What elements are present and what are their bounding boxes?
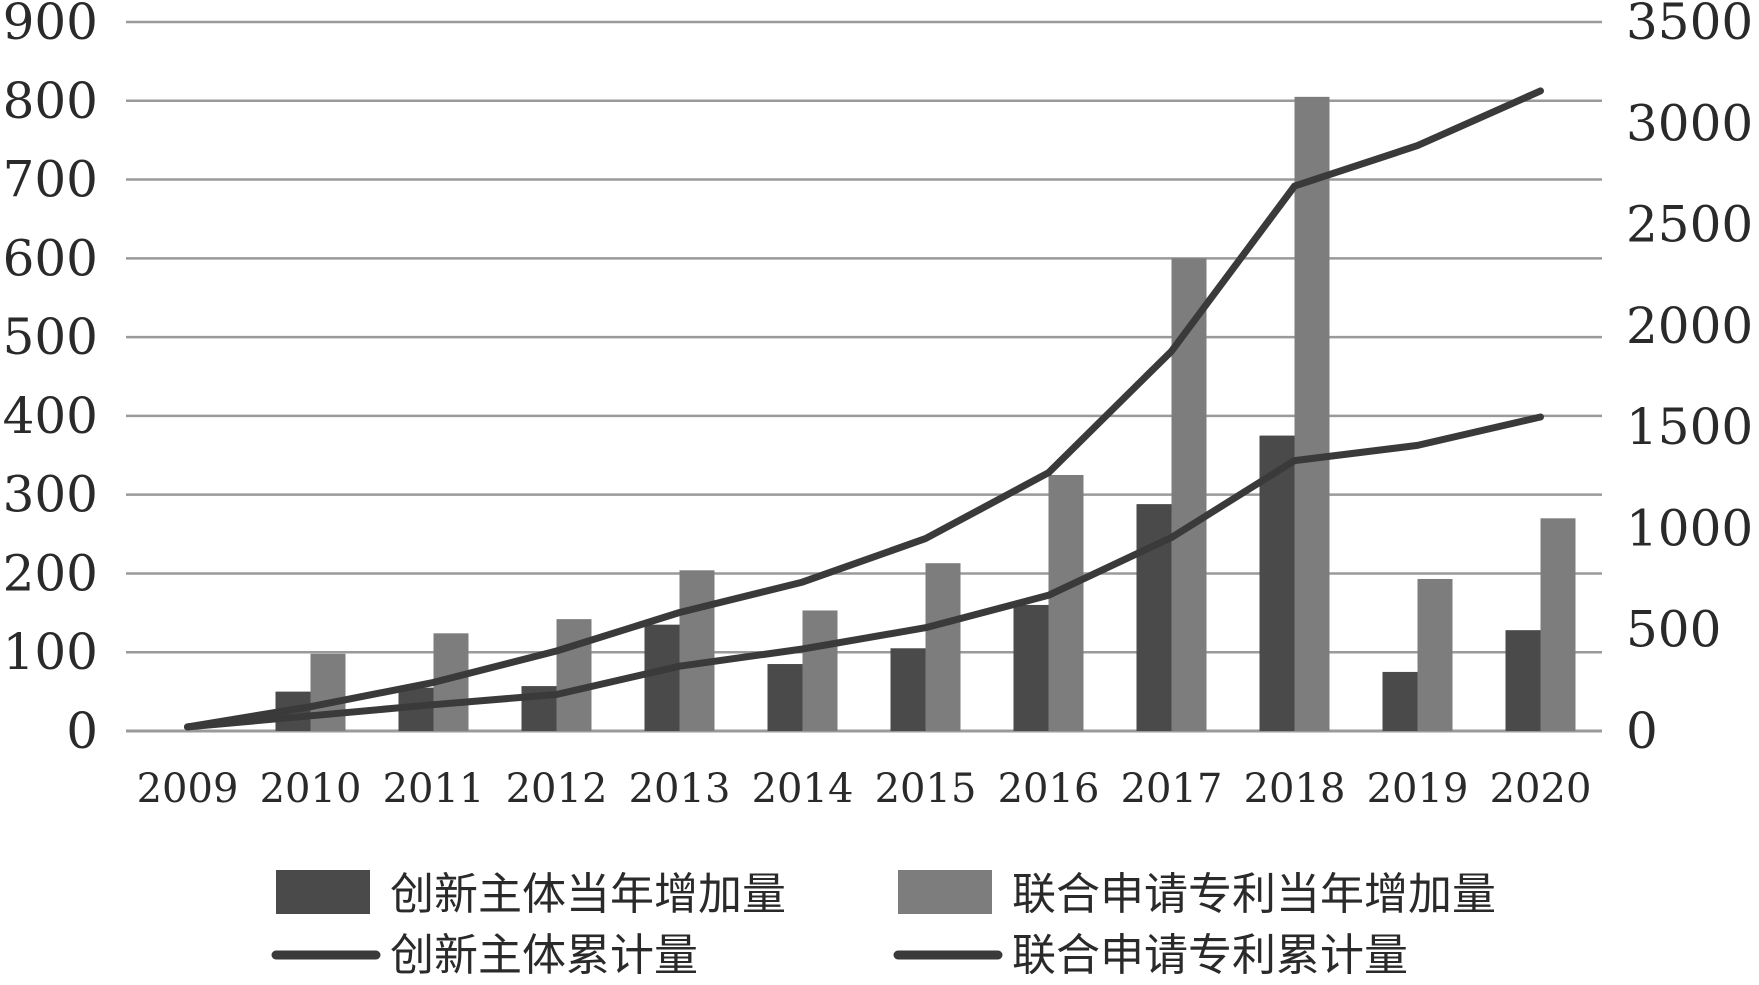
bar-innovation-increment — [767, 664, 803, 731]
right-axis-tick-label: 2500 — [1626, 196, 1753, 254]
legend: 创新主体当年增加量 联合申请专利当年增加量 创新主体累计量 联合申请专利累计量 — [271, 869, 1496, 981]
x-axis-tick-label: 2019 — [1367, 766, 1469, 812]
line-innovation-cumulative — [184, 413, 1544, 731]
bar-innovation-increment — [1013, 604, 1049, 731]
right-axis-tick-label: 2000 — [1626, 297, 1753, 355]
legend-label-bar-2: 联合申请专利当年增加量 — [1012, 869, 1496, 920]
left-axis-tick-label: 600 — [3, 229, 98, 287]
bar-patent-increment — [1171, 258, 1207, 731]
line-patent-cumulative — [184, 87, 1544, 731]
left-axis-tick-label: 0 — [66, 702, 98, 760]
right-axis-tick-label: 1000 — [1626, 499, 1753, 557]
left-axis-tick-label: 700 — [3, 151, 98, 209]
left-axis-tick-label: 100 — [3, 623, 98, 681]
x-axis-ticks: 2009 2010 2011 2012 2013 2014 2015 2016 2017 2018… — [137, 766, 1592, 812]
bar-patent-increment — [1294, 96, 1330, 732]
x-axis-tick-label: 2014 — [752, 766, 854, 812]
x-axis-tick-label: 2016 — [998, 766, 1100, 812]
bar-patent-increment — [925, 563, 961, 731]
right-axis-tick-label: 0 — [1626, 702, 1658, 760]
x-axis-tick-label: 2013 — [629, 766, 731, 812]
x-axis-tick-label: 2010 — [260, 766, 362, 812]
legend-swatch-bar-2 — [898, 870, 992, 914]
left-axis-tick-label: 200 — [3, 544, 98, 602]
bar-patent-increment — [802, 610, 838, 731]
left-axis-tick-label: 300 — [3, 466, 98, 524]
legend-label-line-1: 创新主体累计量 — [390, 930, 698, 980]
bar-patent-increment — [679, 570, 715, 731]
bar-innovation-increment — [1382, 671, 1418, 731]
right-axis-tick-label: 500 — [1626, 601, 1721, 659]
x-axis-tick-label: 2020 — [1490, 766, 1592, 812]
right-axis-tick-label: 1500 — [1626, 398, 1753, 456]
right-axis-tick-label: 3500 — [1626, 0, 1753, 51]
bar-patent-increment — [556, 619, 592, 731]
bar-patent-increment — [1048, 474, 1084, 731]
lines — [184, 87, 1544, 731]
x-axis-tick-label: 2009 — [137, 766, 239, 812]
legend-swatch-bar-1 — [276, 870, 370, 914]
x-axis-tick-label: 2015 — [875, 766, 977, 812]
x-axis-tick-label: 2011 — [383, 766, 485, 812]
bar-patent-increment — [310, 653, 346, 731]
left-axis-ticks: 0 100 200 300 400 500 600 700 800 900 — [3, 0, 98, 760]
bars — [275, 96, 1576, 732]
legend-label-line-2: 联合申请专利累计量 — [1012, 930, 1408, 980]
left-axis-tick-label: 900 — [3, 0, 98, 51]
bar-innovation-increment — [890, 648, 926, 731]
bar-patent-increment — [1540, 518, 1576, 731]
legend-label-bar-1: 创新主体当年增加量 — [390, 869, 786, 920]
left-axis-tick-label: 400 — [3, 387, 98, 445]
right-axis-tick-label: 3000 — [1626, 94, 1753, 152]
gridlines — [126, 20, 1602, 733]
left-axis-tick-label: 800 — [3, 72, 98, 130]
x-axis-tick-label: 2018 — [1244, 766, 1346, 812]
bar-innovation-increment — [644, 624, 680, 731]
bar-patent-increment — [1417, 578, 1453, 731]
x-axis-tick-label: 2017 — [1121, 766, 1223, 812]
right-axis-ticks: 0 500 1000 1500 2000 2500 3000 3500 — [1626, 0, 1753, 760]
left-axis-tick-label: 500 — [3, 308, 98, 366]
x-axis-tick-label: 2012 — [506, 766, 608, 812]
bar-innovation-increment — [1259, 435, 1295, 731]
bar-innovation-increment — [1505, 630, 1541, 731]
